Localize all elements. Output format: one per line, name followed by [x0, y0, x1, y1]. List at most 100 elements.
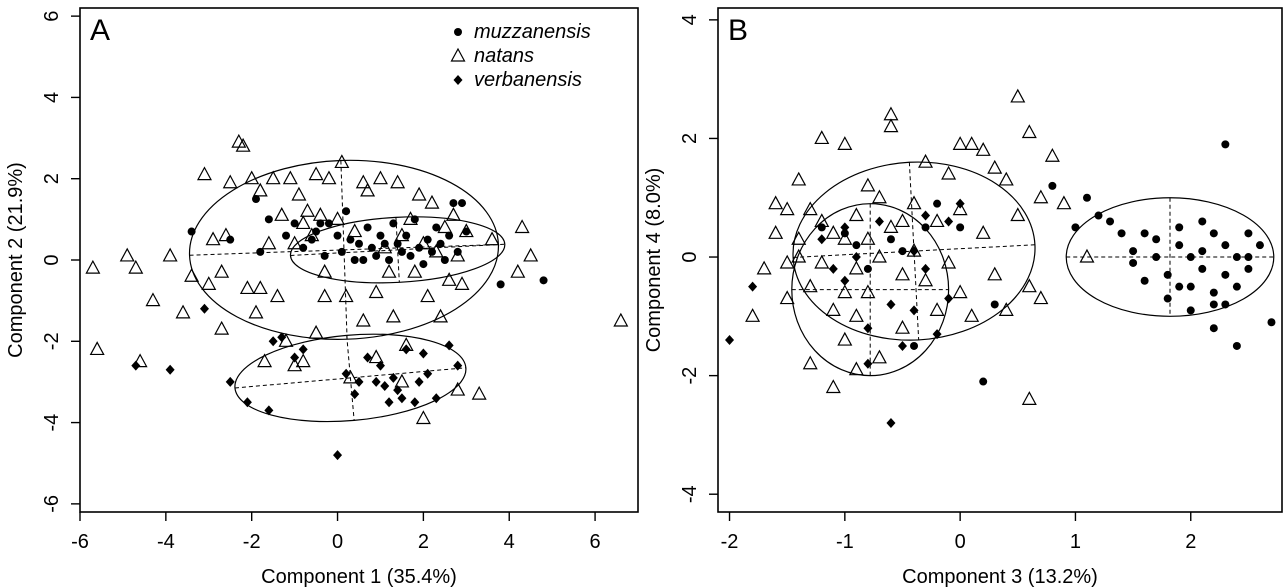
data-point-verbanensis: [932, 329, 942, 340]
data-point-natans: [321, 170, 337, 185]
data-point-muzzanensis: [1175, 282, 1184, 291]
confidence-ellipse-verbanensis: [234, 333, 467, 423]
data-point-natans: [814, 213, 830, 228]
data-point-natans: [175, 304, 191, 319]
data-point-natans: [458, 223, 474, 238]
data-point-muzzanensis: [346, 235, 355, 244]
data-point-muzzanensis: [376, 231, 385, 240]
data-point-verbanensis: [131, 360, 141, 371]
data-point-muzzanensis: [449, 199, 458, 208]
data-point-verbanensis: [921, 263, 931, 274]
data-point-verbanensis: [375, 360, 385, 371]
data-point-natans: [248, 304, 264, 319]
data-point-verbanensis: [414, 376, 424, 387]
data-point-natans: [381, 263, 397, 278]
ellipse-minor-axis: [346, 335, 355, 421]
data-point-muzzanensis: [1129, 258, 1138, 267]
data-point-natans: [411, 186, 427, 201]
data-point-muzzanensis: [1152, 235, 1161, 244]
data-point-muzzanensis: [1198, 217, 1207, 226]
data-point-muzzanensis: [406, 251, 415, 260]
data-point-verbanensis: [725, 335, 735, 346]
data-point-natans: [445, 207, 461, 221]
data-point-natans: [825, 302, 841, 316]
data-point-muzzanensis: [1232, 282, 1241, 291]
data-point-muzzanensis: [324, 219, 333, 228]
data-point-natans: [779, 201, 795, 216]
data-point-natans: [848, 361, 864, 376]
data-point-muzzanensis: [1221, 140, 1230, 149]
data-point-natans: [998, 302, 1014, 316]
series-verbanensis: [725, 198, 965, 429]
data-point-natans: [952, 136, 968, 150]
data-point-verbanensis: [199, 303, 209, 314]
data-point-natans: [1079, 248, 1095, 263]
data-point-natans: [334, 154, 350, 169]
data-point-natans: [952, 201, 968, 216]
panel-a-chart: A Component 1 (35.4%) Component 2 (21.9%…: [5, 7, 639, 588]
data-point-muzzanensis: [440, 256, 449, 264]
data-point-natans: [261, 235, 277, 250]
data-point-natans: [929, 302, 945, 316]
data-point-natans: [235, 137, 251, 152]
data-point-natans: [871, 248, 887, 263]
data-point-muzzanensis: [342, 207, 351, 216]
data-point-muzzanensis: [1186, 253, 1195, 262]
data-point-muzzanensis: [1140, 276, 1149, 285]
data-point-natans: [883, 118, 899, 133]
data-point-verbanensis: [384, 397, 394, 408]
legend-label-natans: natans: [474, 45, 534, 67]
y-tick-label: -2: [679, 367, 701, 385]
data-point-natans: [471, 385, 487, 400]
panel-b-label: B: [728, 14, 748, 47]
data-point-natans: [802, 355, 818, 370]
data-point-verbanensis: [431, 393, 441, 404]
x-tick-label: 2: [1185, 531, 1196, 553]
x-tick-label: -1: [836, 531, 854, 553]
data-point-natans: [205, 231, 221, 246]
data-point-natans: [360, 182, 376, 197]
data-point-muzzanensis: [1186, 306, 1195, 315]
data-point-verbanensis: [401, 344, 411, 355]
data-point-verbanensis: [418, 348, 428, 359]
data-point-natans: [929, 213, 945, 228]
data-point-verbanensis: [397, 393, 407, 404]
data-point-verbanensis: [886, 299, 896, 310]
x-tick-label: 4: [504, 531, 515, 553]
legend-marker-natans: [450, 47, 466, 62]
data-point-natans: [825, 379, 841, 394]
data-point-verbanensis: [909, 305, 919, 316]
data-point-muzzanensis: [1140, 229, 1149, 238]
data-point-natans: [1010, 88, 1026, 103]
data-point-verbanensis: [897, 340, 907, 351]
data-point-natans: [377, 239, 393, 254]
data-point-muzzanensis: [979, 377, 988, 386]
data-point-natans: [883, 219, 899, 233]
data-point-natans: [299, 202, 315, 217]
data-point-natans: [394, 227, 410, 242]
data-point-natans: [791, 171, 807, 186]
data-point-muzzanensis: [359, 256, 368, 264]
y-tick-label: 0: [679, 251, 701, 262]
data-point-verbanensis: [423, 368, 433, 379]
data-point-natans: [355, 174, 371, 189]
panel-a-legend: muzzanensis natans verbanensis: [450, 21, 591, 91]
data-point-muzzanensis: [393, 239, 402, 248]
data-point-muzzanensis: [337, 247, 346, 256]
data-point-natans: [756, 260, 772, 275]
data-point-verbanensis: [264, 405, 274, 416]
data-point-natans: [347, 223, 363, 238]
data-point-natans: [162, 247, 178, 262]
data-point-natans: [132, 353, 148, 368]
data-point-muzzanensis: [1163, 294, 1172, 303]
data-point-muzzanensis: [1244, 264, 1253, 273]
y-tick-label: 4: [41, 92, 63, 103]
data-point-muzzanensis: [817, 223, 826, 232]
data-point-natans: [975, 225, 991, 239]
data-point-muzzanensis: [1082, 193, 1091, 202]
data-point-natans: [308, 166, 324, 181]
data-point-natans: [214, 320, 230, 335]
data-point-natans: [231, 133, 247, 148]
data-point-natans: [745, 308, 761, 322]
data-point-verbanensis: [393, 385, 403, 396]
